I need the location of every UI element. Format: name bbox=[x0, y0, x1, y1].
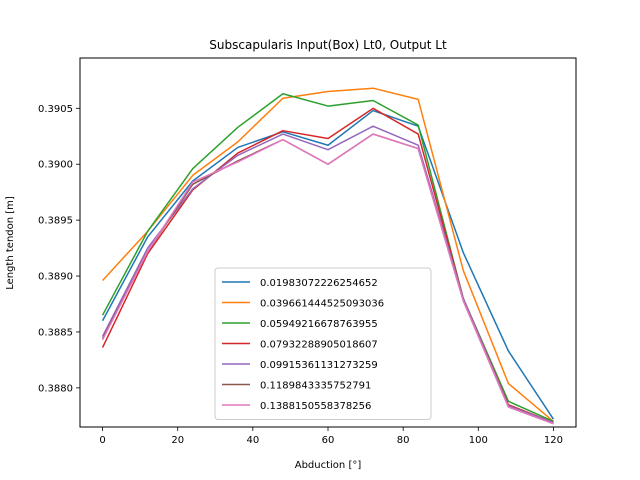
x-tick-label: 120 bbox=[544, 435, 563, 446]
y-axis: 0.3880 0.3885 0.3890 0.3895 0.3900 0.3905 bbox=[38, 104, 80, 394]
series-line-2 bbox=[101, 87, 554, 422]
x-tick-label: 100 bbox=[469, 435, 488, 446]
legend-entry-label: 0.09915361131273259 bbox=[260, 360, 378, 371]
y-tick-label: 0.3900 bbox=[38, 160, 73, 171]
x-tick-label: 20 bbox=[171, 435, 184, 446]
legend-entry-label: 0.1388150558378256 bbox=[260, 401, 371, 412]
x-tick-label: 0 bbox=[99, 435, 105, 446]
y-tick-label: 0.3880 bbox=[38, 383, 73, 394]
x-tick-label: 60 bbox=[322, 435, 335, 446]
legend-entry-label: 0.07932288905018607 bbox=[260, 340, 378, 351]
plot-area bbox=[101, 87, 555, 425]
x-axis-label: Abduction [°] bbox=[295, 460, 362, 471]
x-axis: 0 20 40 60 80 100 120 bbox=[99, 427, 563, 446]
y-axis-label: Length tendon [m] bbox=[5, 196, 16, 290]
series-line-1 bbox=[101, 109, 555, 420]
y-tick-label: 0.3895 bbox=[38, 216, 73, 227]
y-tick-label: 0.3890 bbox=[38, 272, 73, 283]
series-line-7 bbox=[101, 133, 554, 425]
chart-title: Subscapularis Input(Box) Lt0, Output Lt bbox=[209, 38, 447, 52]
legend-entry-label: 0.039661444525093036 bbox=[260, 299, 384, 310]
legend-entry-label: 0.05949216678763955 bbox=[260, 319, 378, 330]
x-tick-label: 40 bbox=[246, 435, 259, 446]
legend-box bbox=[214, 267, 432, 420]
y-tick-label: 0.3885 bbox=[38, 327, 73, 338]
x-tick-label: 80 bbox=[397, 435, 410, 446]
legend-entry-label: 0.01983072226254652 bbox=[260, 278, 378, 289]
legend-entry-label: 0.1189843335752791 bbox=[260, 381, 371, 392]
legend: 0.01983072226254652 0.039661444525093036 0… bbox=[214, 267, 432, 420]
y-tick-label: 0.3905 bbox=[38, 104, 73, 115]
